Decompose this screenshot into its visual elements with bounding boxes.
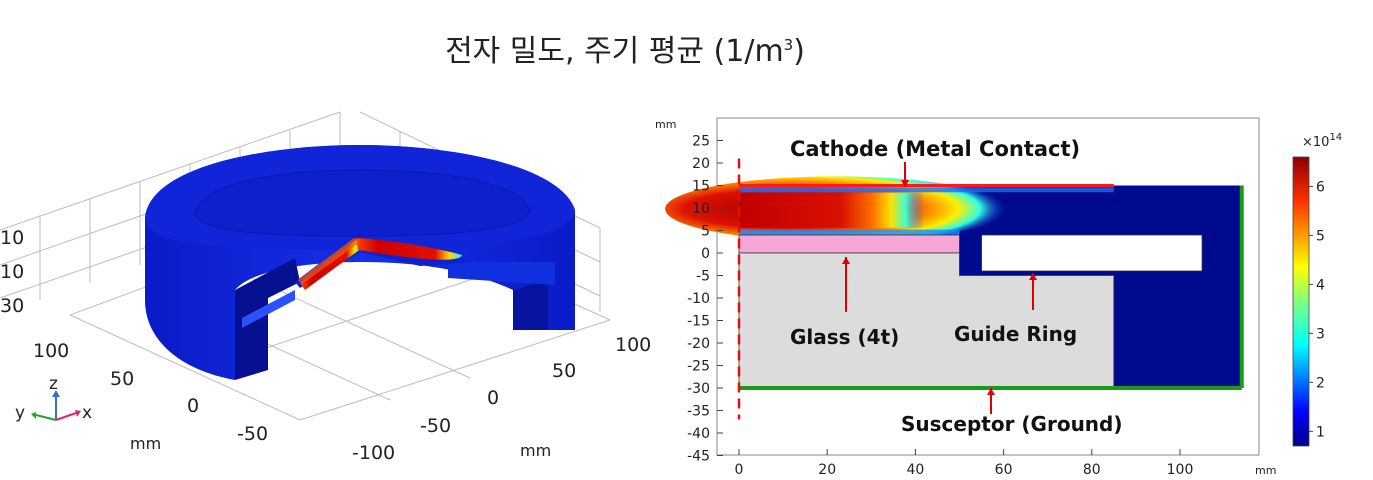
annotation-guide-ring-arrowhead: [1029, 273, 1037, 280]
annotation-cathode: Cathode (Metal Contact): [790, 137, 1080, 161]
x-tick-3d: -50: [420, 415, 451, 437]
y-tick-3d: 0: [187, 395, 199, 417]
z-tick-3d: 10: [0, 227, 24, 249]
x-unit-2d: mm: [1255, 464, 1276, 477]
y-tick-label: 5: [701, 224, 710, 240]
colorbar-tick-label: 5: [1316, 228, 1325, 244]
colorbar-tick-label: 4: [1316, 277, 1325, 293]
x-tick-3d: 0: [487, 387, 499, 409]
view-3d: 10 10 30 100 50 0 -50 mm 100 50 0 -50 -1…: [0, 111, 651, 464]
reactor-3d-model: [145, 145, 575, 380]
annotation-glass-arrowhead: [842, 257, 850, 264]
y-tick-label: -25: [687, 359, 710, 375]
colorbar-multiplier: ×1014: [1302, 132, 1342, 150]
axis-unit-3d-right: mm: [520, 441, 551, 460]
sheath-top: [739, 187, 1114, 193]
y-tick-label: -40: [687, 426, 710, 442]
colorbar-tick-label: 3: [1316, 326, 1325, 342]
x-tick-label: 80: [1083, 462, 1101, 478]
svg-text:z: z: [49, 374, 58, 394]
y-tick-3d: 100: [33, 340, 69, 362]
colorbar-tick-label: 1: [1316, 424, 1325, 440]
x-tick-label: 40: [906, 462, 924, 478]
annotation-guide-ring: Guide Ring: [954, 322, 1077, 346]
annotation-glass: Glass (4t): [790, 325, 899, 349]
y-tick-label: -30: [687, 381, 710, 397]
y-tick-label: 10: [692, 201, 710, 217]
y-unit-2d: mm: [655, 118, 676, 131]
colorbar-tick-label: 6: [1316, 179, 1325, 195]
svg-text:x: x: [82, 403, 92, 423]
colorbar-tick-label: 2: [1316, 375, 1325, 391]
y-tick-3d: 50: [110, 368, 134, 390]
y-tick-label: -15: [687, 314, 710, 330]
y-tick-label: 25: [692, 134, 710, 150]
x-tick-label: 100: [1167, 462, 1194, 478]
x-tick-label: 0: [735, 462, 744, 478]
colorbar: ×1014 1 2 3 4 5 6: [1292, 132, 1342, 447]
y-tick-label: 15: [692, 179, 710, 195]
regions-2d: [665, 158, 1244, 420]
annotation-cathode-arrowhead: [901, 180, 909, 187]
guide-ring-region: [981, 234, 1203, 272]
axes-2d: 25 20 15 10 5 0 -5 -10 -15 -20 -25 -30 -35 -40 -45 0 20 4…: [687, 134, 1193, 479]
y-tick-label: 20: [692, 156, 710, 172]
y-tick-label: -5: [696, 269, 710, 285]
axis-unit-3d-left: mm: [130, 434, 161, 453]
svg-text:y: y: [15, 403, 25, 423]
y-tick-label: -10: [687, 291, 710, 307]
z-tick-3d: 10: [0, 261, 24, 283]
x-tick-label: 60: [995, 462, 1013, 478]
x-tick-label: 20: [818, 462, 836, 478]
annotations-2d: Cathode (Metal Contact) Glass (4t) Guide R…: [790, 137, 1123, 436]
page-title: 전자 밀도, 주기 평균 (1/m3): [445, 34, 805, 69]
x-tick-3d: 50: [552, 360, 576, 382]
annotation-susceptor-arrowhead: [987, 388, 995, 395]
sheath-bottom: [739, 229, 960, 235]
x-tick-3d: 100: [615, 334, 651, 356]
x-tick-3d: -100: [352, 442, 395, 464]
annotation-susceptor: Susceptor (Ground): [901, 412, 1123, 436]
plasma-core: [739, 192, 925, 228]
y-tick-3d: -50: [237, 423, 268, 445]
y-tick-label: -20: [687, 336, 710, 352]
y-tick-label: -45: [687, 449, 710, 465]
y-tick-label: 0: [701, 246, 710, 262]
glass-region: [738, 234, 960, 254]
y-tick-label: -35: [687, 404, 710, 420]
axis-triad-icon: z y x: [15, 374, 92, 423]
z-tick-3d: 30: [0, 295, 24, 317]
